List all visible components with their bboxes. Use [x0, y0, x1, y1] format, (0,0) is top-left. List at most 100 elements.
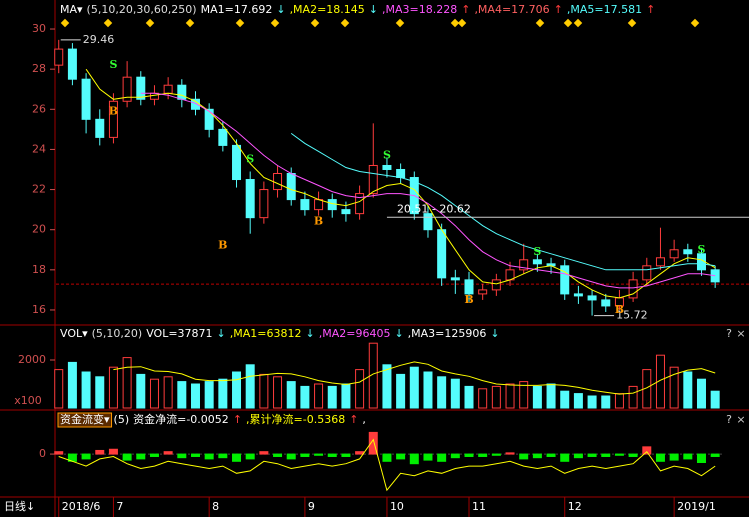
- candle-body: [382, 164, 392, 170]
- candle-body: [286, 173, 296, 201]
- bar: [587, 453, 597, 457]
- bar: [163, 451, 173, 455]
- bar: [204, 381, 214, 409]
- bar: [519, 381, 529, 409]
- bar: [190, 453, 200, 457]
- bar: [683, 453, 693, 460]
- signal: S: [109, 58, 117, 71]
- bar: [519, 453, 529, 460]
- bar: [136, 453, 146, 460]
- bar: [232, 453, 242, 462]
- header-text: 资金流变▾: [60, 412, 110, 426]
- event-marker: [185, 18, 195, 28]
- bar: [491, 453, 501, 456]
- bar: [532, 385, 542, 409]
- bar: [464, 385, 474, 409]
- y-tick-label: 26: [32, 102, 46, 115]
- candle-body: [655, 257, 665, 267]
- bar: [396, 453, 406, 460]
- candle-body: [450, 277, 460, 281]
- event-marker: [450, 18, 460, 28]
- bar: [669, 453, 679, 461]
- header-text: (5): [114, 413, 130, 426]
- y-tick-label: 30: [32, 22, 46, 35]
- header-text: ,MA2=96405: [319, 327, 391, 340]
- bar: [669, 366, 679, 409]
- header-text: ↑: [646, 3, 655, 16]
- bar: [122, 357, 132, 409]
- bar: [437, 453, 447, 462]
- header-text: ↓: [369, 3, 378, 16]
- header-text: ↑: [233, 413, 242, 426]
- annotation-label: 29.46: [83, 33, 115, 46]
- x-tick-label: 7: [116, 500, 123, 513]
- candle-body: [204, 108, 214, 130]
- event-marker: [563, 18, 573, 28]
- candle-body: [491, 279, 501, 291]
- bar: [67, 361, 77, 409]
- candle-body: [300, 199, 310, 211]
- header-text: ↓: [276, 3, 285, 16]
- indicator-line: [58, 438, 716, 492]
- bar: [560, 453, 570, 462]
- bar: [382, 364, 392, 409]
- event-marker: [60, 18, 70, 28]
- bar: [396, 373, 406, 409]
- x-tick-label: 2019/1: [677, 500, 716, 513]
- candle-body: [669, 249, 679, 259]
- x-tick-label: 10: [390, 500, 404, 513]
- indicator-line: [113, 361, 716, 395]
- x-tick-label: 2018/6: [62, 500, 101, 513]
- bar: [108, 366, 118, 409]
- header-text: ,累计净流=-0.5368: [246, 412, 345, 426]
- bar: [696, 378, 706, 409]
- bar: [437, 376, 447, 409]
- signal: B: [464, 293, 473, 306]
- x-tick-label: 9: [308, 500, 315, 513]
- bar: [177, 381, 187, 409]
- bar: [546, 453, 556, 457]
- bar: [587, 395, 597, 409]
- signal: S: [383, 148, 391, 161]
- bar: [286, 453, 296, 460]
- bar: [505, 383, 515, 409]
- x-tick-label: 12: [568, 500, 582, 513]
- panel-button: ×: [736, 413, 745, 426]
- header-text: 资金净流=-0.0052: [133, 412, 229, 426]
- bar: [655, 453, 665, 462]
- period-label: 日线↓: [4, 499, 35, 513]
- bar: [54, 369, 64, 409]
- candle-body: [628, 279, 638, 299]
- y-tick-label: 0: [39, 447, 46, 460]
- bar: [273, 376, 283, 409]
- bar: [81, 453, 91, 460]
- signal: S: [246, 152, 254, 165]
- candle-body: [149, 92, 159, 100]
- candle-body: [532, 259, 542, 265]
- bar: [642, 446, 652, 455]
- header-text: (5,10,20): [92, 327, 143, 340]
- x-tick-label: 11: [472, 500, 486, 513]
- bar: [177, 453, 187, 459]
- bar: [314, 383, 324, 409]
- candle-body: [478, 289, 488, 295]
- bar: [232, 371, 242, 409]
- y-tick-label: 24: [32, 142, 46, 155]
- event-marker: [535, 18, 545, 28]
- bar: [423, 453, 433, 461]
- bar: [601, 453, 611, 457]
- candle-body: [54, 48, 64, 66]
- bar: [95, 449, 105, 455]
- y-tick-label: 22: [32, 183, 46, 196]
- event-marker: [103, 18, 113, 28]
- candle-body: [396, 168, 406, 179]
- header-text: ↑: [554, 3, 563, 16]
- bar: [560, 390, 570, 409]
- y-tick-label: 16: [32, 303, 46, 316]
- header-box: [57, 412, 113, 428]
- bar: [532, 453, 542, 459]
- level-label: 20.51 - 20.62: [397, 202, 471, 215]
- bar: [218, 453, 228, 459]
- header-text: ,MA3=18.228: [382, 3, 457, 16]
- bar: [108, 448, 118, 455]
